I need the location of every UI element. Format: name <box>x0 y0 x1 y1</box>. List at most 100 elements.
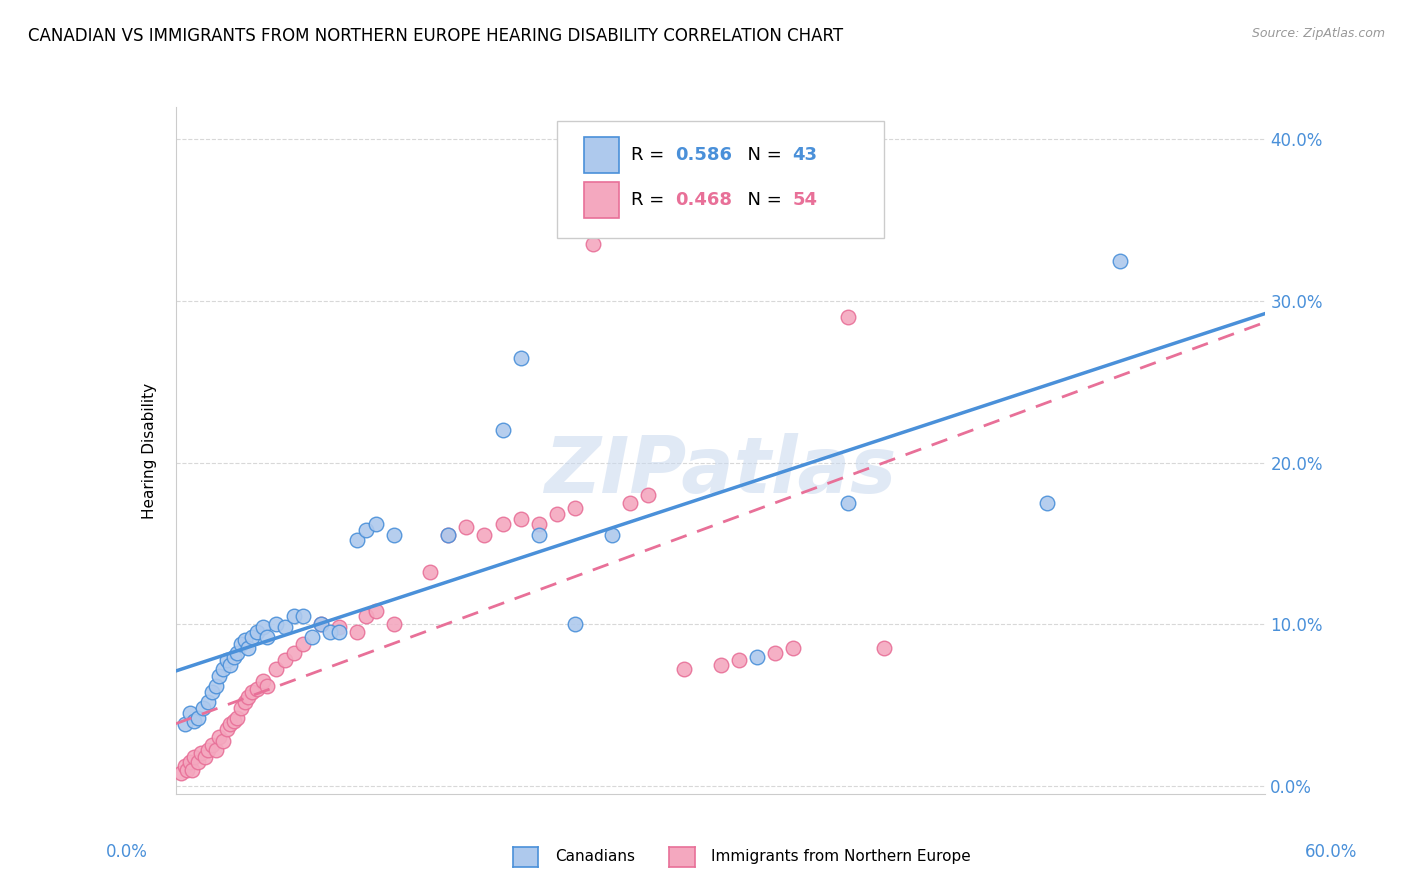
Point <box>600 528 623 542</box>
Point <box>1109 253 1132 268</box>
Point <box>564 617 586 632</box>
Point <box>419 566 441 580</box>
Point <box>183 749 205 764</box>
Text: 0.468: 0.468 <box>675 191 731 209</box>
Text: Canadians: Canadians <box>555 849 636 863</box>
Text: ZIPatlas: ZIPatlas <box>544 433 897 509</box>
Point <box>256 679 278 693</box>
Point <box>356 609 378 624</box>
FancyBboxPatch shape <box>585 137 619 173</box>
Point <box>170 765 193 780</box>
Point <box>782 641 804 656</box>
Point <box>246 625 269 640</box>
Text: R =: R = <box>631 191 671 209</box>
Point <box>301 630 323 644</box>
FancyBboxPatch shape <box>585 182 619 218</box>
Point <box>240 630 263 644</box>
Point <box>437 528 460 542</box>
Point <box>346 625 368 640</box>
Point <box>252 620 274 634</box>
Point <box>204 743 226 757</box>
Point <box>291 637 314 651</box>
Point <box>837 310 859 325</box>
Point <box>474 528 496 542</box>
Text: Source: ZipAtlas.com: Source: ZipAtlas.com <box>1251 27 1385 40</box>
Point <box>364 516 387 531</box>
Point <box>179 755 201 769</box>
Point <box>246 681 269 696</box>
Point <box>201 685 224 699</box>
Point <box>564 500 586 515</box>
Point <box>673 662 696 676</box>
Point <box>212 662 235 676</box>
Point <box>208 669 231 683</box>
Point <box>238 641 260 656</box>
Point <box>274 620 297 634</box>
Point <box>181 763 204 777</box>
Point <box>873 641 896 656</box>
Point <box>222 714 245 728</box>
Point <box>256 630 278 644</box>
Point <box>190 747 212 761</box>
Point <box>319 625 342 640</box>
Point <box>745 649 768 664</box>
Point <box>509 512 531 526</box>
Point <box>215 723 238 737</box>
Point <box>186 711 209 725</box>
Point <box>186 755 209 769</box>
Point <box>492 423 515 437</box>
Point <box>727 653 749 667</box>
Text: 0.0%: 0.0% <box>105 843 148 861</box>
Point <box>437 528 460 542</box>
Point <box>346 533 368 548</box>
Point <box>309 617 332 632</box>
Point <box>201 739 224 753</box>
Point <box>527 528 550 542</box>
Point <box>527 516 550 531</box>
Point <box>283 609 305 624</box>
Point <box>231 701 253 715</box>
Point <box>204 679 226 693</box>
Point <box>582 237 605 252</box>
Point <box>274 653 297 667</box>
Point <box>382 617 405 632</box>
Text: N =: N = <box>735 191 787 209</box>
Point <box>364 604 387 618</box>
Text: 60.0%: 60.0% <box>1305 843 1357 861</box>
Point <box>240 685 263 699</box>
Point <box>208 731 231 745</box>
Point <box>212 733 235 747</box>
Point <box>1036 496 1059 510</box>
Point <box>509 351 531 365</box>
Point <box>763 646 786 660</box>
Point <box>233 695 256 709</box>
Point <box>619 496 641 510</box>
Point <box>222 649 245 664</box>
Point <box>264 662 287 676</box>
Y-axis label: Hearing Disability: Hearing Disability <box>142 383 157 518</box>
Point <box>219 717 242 731</box>
Text: 43: 43 <box>793 146 817 164</box>
Point <box>176 763 198 777</box>
Text: R =: R = <box>631 146 671 164</box>
Point <box>328 625 350 640</box>
Point <box>226 646 249 660</box>
Point <box>252 673 274 688</box>
Point <box>194 749 217 764</box>
Point <box>328 620 350 634</box>
Point <box>238 690 260 704</box>
Point <box>309 617 332 632</box>
Point <box>837 496 859 510</box>
Point <box>191 701 214 715</box>
Point <box>197 695 219 709</box>
Text: 54: 54 <box>793 191 817 209</box>
Point <box>173 717 195 731</box>
Point <box>215 653 238 667</box>
Point <box>231 637 253 651</box>
Point <box>546 508 568 522</box>
Point <box>492 516 515 531</box>
Text: N =: N = <box>735 146 787 164</box>
Point <box>197 743 219 757</box>
Point <box>283 646 305 660</box>
Point <box>382 528 405 542</box>
